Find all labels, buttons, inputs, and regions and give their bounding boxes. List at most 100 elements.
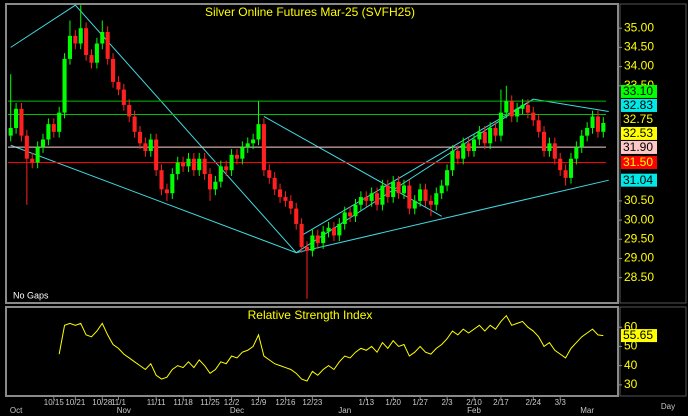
- candle-body: [202, 158, 207, 175]
- candle-body: [428, 200, 433, 205]
- rsi-line: [58, 314, 604, 382]
- candle-body: [531, 112, 536, 121]
- candle-body: [445, 170, 450, 186]
- candle-body: [326, 227, 331, 232]
- candle-body: [67, 35, 73, 59]
- x-tick-label: 1/20: [385, 398, 401, 407]
- price-marker-label: 32.83: [623, 98, 653, 112]
- price-marker-label: 55.65: [623, 328, 653, 342]
- price-marker-label: 31.90: [623, 140, 653, 154]
- candle-body: [73, 35, 78, 44]
- candle-body: [595, 116, 600, 132]
- x-tick-label: 10/21: [65, 398, 86, 407]
- candle-body: [240, 147, 245, 159]
- candle-body: [111, 58, 116, 82]
- trendline: [301, 98, 534, 236]
- candle-body: [434, 193, 439, 205]
- candle-body: [369, 193, 374, 201]
- price-marker-label: 32.53: [623, 126, 653, 140]
- candle-body: [482, 131, 487, 144]
- price-marker: [621, 173, 657, 187]
- y-tick-label: 28.50: [624, 270, 654, 284]
- candle-body: [601, 122, 606, 132]
- x-tick-label: 11/25: [200, 398, 220, 407]
- x-tick-label: 2/10: [466, 398, 482, 407]
- candle-body: [154, 139, 159, 171]
- x-tick-label: 2/17: [493, 398, 509, 407]
- candle-body: [164, 189, 169, 194]
- y-tick-label: 34.50: [624, 40, 654, 54]
- candle-body: [84, 28, 89, 56]
- price-marker-label: 31.04: [623, 173, 653, 187]
- x-tick-label: 11/1: [111, 398, 127, 407]
- candle-body: [310, 235, 315, 251]
- y-tick-label: 29.50: [624, 231, 654, 245]
- candle-body: [558, 158, 563, 171]
- month-label: Oct: [10, 406, 23, 415]
- y-tick-label: 50: [624, 339, 638, 353]
- candle-body: [450, 151, 455, 171]
- y-tick-label: 30.50: [624, 193, 654, 207]
- candle-body: [14, 108, 19, 128]
- x-tick-label: 10/15: [44, 398, 65, 407]
- candle-body: [321, 231, 326, 244]
- rsi-panel: [5, 306, 619, 397]
- candle-body: [89, 55, 94, 63]
- candle-body: [105, 32, 110, 59]
- candle-body: [374, 193, 380, 205]
- x-axis-label: Day: [661, 402, 675, 411]
- candle-body: [391, 181, 396, 198]
- candle-body: [197, 158, 202, 171]
- x-tick-label: 12/2: [224, 398, 240, 407]
- candle-body: [590, 116, 595, 128]
- candle-body: [423, 189, 428, 201]
- x-tick-label: 12/9: [251, 398, 267, 407]
- candle-body: [245, 143, 250, 148]
- candle-body: [536, 120, 541, 132]
- price-marker-label: 33.10: [623, 84, 653, 98]
- price-marker: [621, 98, 657, 112]
- candle-body: [170, 174, 175, 194]
- price-marker: [621, 156, 657, 170]
- candle-body: [385, 185, 390, 198]
- candle-body: [181, 162, 186, 167]
- candle-body: [493, 127, 498, 136]
- candle-body: [299, 223, 304, 247]
- candle-body: [35, 147, 40, 163]
- x-tick-label: 10/28: [92, 398, 113, 407]
- candle-body: [159, 170, 164, 190]
- rsi-title: Relative Strength Index: [248, 308, 373, 322]
- candle-body: [234, 154, 240, 159]
- y-tick-label: 35.00: [624, 20, 654, 34]
- x-tick-label: 1/13: [358, 398, 374, 407]
- y-tick-label: 30.00: [624, 212, 654, 226]
- price-marker-label: 31.50: [623, 155, 653, 169]
- x-tick-label: 12/16: [275, 398, 296, 407]
- candle-body: [191, 158, 196, 171]
- candle-body: [288, 200, 293, 209]
- annotation: No Gaps: [13, 290, 49, 300]
- candle-body: [568, 158, 574, 178]
- candle-body: [186, 158, 191, 167]
- candle-body: [585, 127, 590, 136]
- month-label: Nov: [117, 406, 131, 415]
- candle-body: [401, 185, 407, 194]
- y-tick-label: 29.00: [624, 251, 654, 265]
- trendline: [263, 116, 442, 217]
- candle-body: [461, 143, 466, 159]
- candle-body: [504, 101, 509, 113]
- candle-body: [488, 127, 493, 144]
- candle-body: [261, 124, 266, 171]
- candle-body: [19, 108, 24, 136]
- candle-body: [552, 143, 557, 159]
- candle-body: [477, 131, 482, 140]
- candle-body: [278, 189, 283, 198]
- candle-body: [24, 135, 29, 159]
- candle-body: [132, 116, 137, 132]
- candle-body: [574, 147, 579, 159]
- rsi-axis-frame: [619, 306, 687, 397]
- candle-body: [143, 143, 148, 152]
- candle-body: [148, 139, 153, 152]
